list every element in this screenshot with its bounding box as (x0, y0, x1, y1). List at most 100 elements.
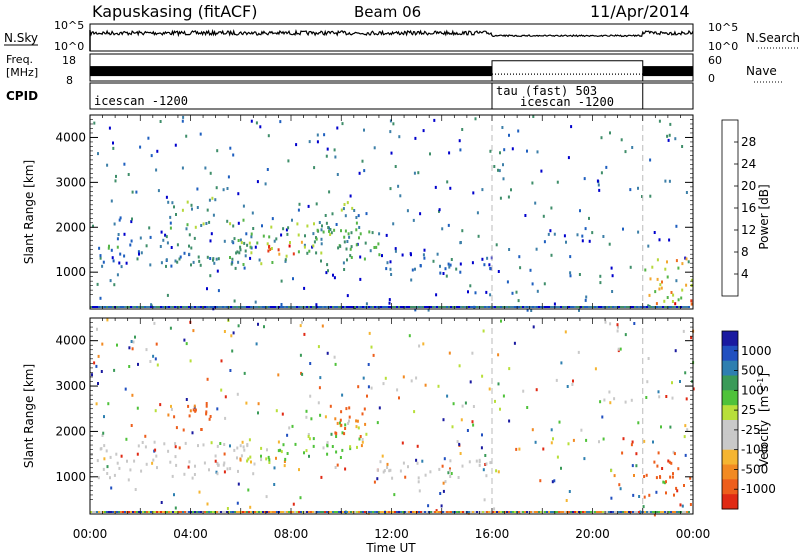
power-echo-cell (677, 266, 680, 270)
power-echo-cell (223, 239, 226, 243)
velocity-sparse-echo (535, 388, 538, 392)
power-base-row (510, 306, 512, 308)
velocity-echo-cell (383, 469, 386, 473)
velocity-base-row (658, 511, 660, 513)
power-echo-cell (315, 237, 318, 241)
velocity-base-row (96, 511, 98, 513)
velocity-base-row (302, 511, 304, 513)
velocity-echo-cell (349, 445, 352, 449)
power-base-row (558, 306, 560, 308)
power-base-row (180, 306, 182, 308)
power-base-row (566, 306, 568, 308)
velocity-sparse-echo (484, 454, 487, 457)
velocity-sparse-echo (206, 502, 209, 506)
power-base-row (648, 306, 650, 308)
power-base-row (592, 306, 594, 308)
power-base-row (456, 306, 458, 308)
velocity-echo-cell (106, 472, 109, 475)
velocity-base-row (306, 511, 308, 513)
power-base-row (612, 306, 614, 308)
power-echo-cell (245, 232, 248, 236)
power-base-row (664, 306, 666, 308)
velocity-sparse-echo (273, 466, 276, 470)
power-sparse-echo (499, 151, 501, 155)
power-echo-cell (313, 240, 316, 244)
velocity-echo-cell (140, 469, 143, 473)
power-echo-cell (188, 233, 191, 237)
power-colorbar-tick-label: 28 (741, 135, 756, 149)
power-sparse-echo (199, 132, 202, 136)
velocity-echo-cell (203, 461, 206, 465)
power-sparse-echo (349, 194, 352, 198)
power-base-row (526, 306, 528, 308)
power-sparse-echo (433, 118, 436, 122)
power-base-row (162, 306, 164, 308)
velocity-echo-cell (361, 412, 364, 416)
power-echo-cell (145, 244, 148, 248)
power-base-row (92, 306, 94, 308)
velocity-sparse-echo (230, 334, 233, 338)
freq-tick-low: 8 (66, 74, 73, 87)
velocity-base-row (192, 511, 194, 513)
velocity-sparse-echo (437, 384, 440, 388)
velocity-echo-cell (653, 460, 656, 464)
velocity-sparse-echo (679, 380, 681, 383)
velocity-base-row (550, 511, 552, 513)
velocity-base-row (610, 511, 612, 513)
velocity-base-row (260, 511, 262, 513)
power-echo-cell (320, 237, 323, 241)
power-echo-cell (269, 248, 272, 251)
velocity-sparse-echo (263, 325, 265, 329)
power-sparse-echo (196, 187, 199, 191)
power-sparse-echo (584, 298, 587, 302)
power-base-row (560, 306, 562, 308)
power-sparse-echo (216, 269, 219, 273)
power-base-row (468, 306, 470, 308)
power-base-row (176, 306, 178, 308)
velocity-sparse-echo (684, 424, 687, 428)
velocity-echo-cell (214, 454, 217, 458)
power-base-row (536, 306, 538, 308)
power-sparse-echo (631, 146, 634, 149)
velocity-colorbar-tick-label: -100 (741, 443, 768, 457)
power-base-row (90, 306, 92, 308)
power-base-row (256, 306, 258, 308)
power-base-row (360, 306, 362, 308)
velocity-echo-cell (630, 443, 633, 447)
velocity-base-row (430, 511, 432, 513)
velocity-echo-cell (341, 448, 344, 452)
velocity-sparse-echo (368, 331, 371, 335)
power-echo-cell (355, 228, 358, 232)
power-sparse-echo (447, 223, 450, 227)
power-base-row (190, 306, 192, 308)
power-sparse-echo (127, 173, 130, 176)
power-echo-cell (681, 288, 684, 292)
velocity-base-row (492, 511, 494, 513)
velocity-sparse-echo (344, 467, 347, 471)
velocity-base-row (448, 511, 450, 513)
velocity-base-row (626, 511, 628, 513)
velocity-sparse-echo (616, 323, 619, 327)
velocity-base-row (322, 511, 324, 513)
power-base-row (674, 306, 676, 308)
power-base-row (500, 306, 502, 308)
power-echo-cell (343, 235, 346, 239)
power-echo-cell (190, 263, 192, 267)
power-echo-cell (229, 222, 232, 226)
velocity-echo-cell (677, 467, 680, 471)
velocity-base-row (268, 511, 270, 513)
power-base-row (610, 306, 612, 308)
power-sparse-echo (517, 299, 520, 303)
power-base-row (472, 306, 474, 308)
power-echo-cell (173, 205, 175, 209)
velocity-echo-cell (197, 444, 199, 448)
nave-band-0 (90, 66, 492, 77)
power-sparse-echo (423, 248, 426, 252)
velocity-base-row (478, 511, 480, 513)
power-base-row (288, 306, 290, 308)
power-sparse-echo (459, 148, 462, 152)
velocity-echo-cell (277, 449, 280, 453)
power-sparse-echo (493, 165, 496, 168)
power-echo-cell (162, 238, 165, 242)
velocity-sparse-echo (616, 329, 619, 333)
